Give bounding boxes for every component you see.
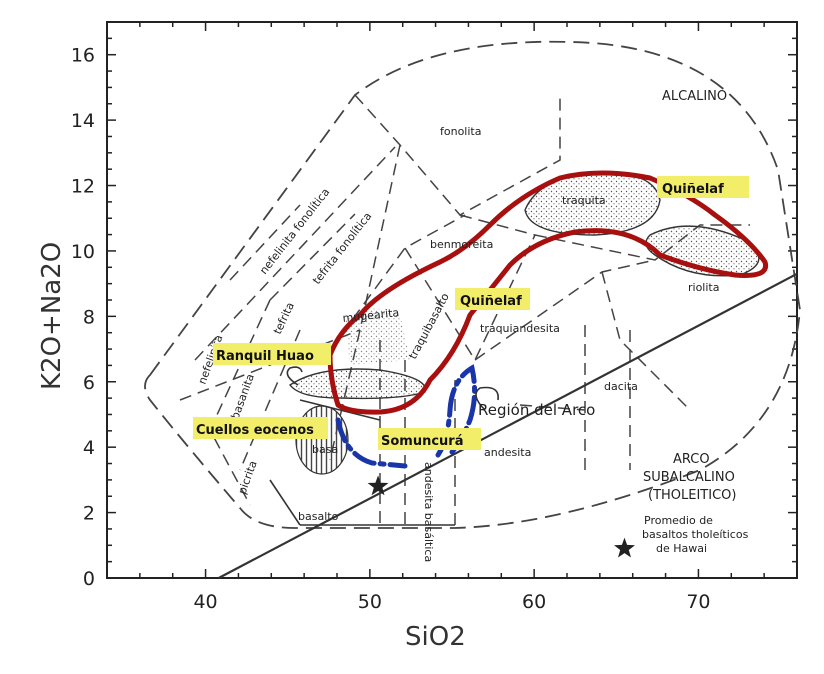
label-tefrita: tefrita: [271, 300, 297, 336]
label-dacita: dacita: [604, 380, 638, 393]
label-alcalino: ALCALINO: [662, 89, 727, 104]
label-cuellos-eocenos: Cuellos eocenos: [196, 423, 314, 438]
label-arco-1: ARCO: [673, 452, 710, 467]
label-basa: basa: [312, 443, 338, 456]
label-quinelaf-top: Quiñelaf: [662, 182, 724, 197]
star-arco-icon: [367, 475, 389, 496]
label-picrita: picrita: [236, 459, 260, 496]
label-region-arco: Región del Arco: [478, 401, 595, 419]
ranquil-domain: [288, 368, 427, 400]
highlight-labels: Quiñelaf Quiñelaf Ranquil Huao Cuellos e…: [193, 176, 749, 450]
x-axis-label: SiO2: [405, 622, 466, 652]
label-tefrita-fonolitica: tefrita fonolítica: [310, 210, 374, 287]
y-tick-label: 12: [71, 176, 95, 198]
label-promedio-3: de Hawai: [656, 542, 707, 555]
ranquil-curl: [286, 366, 303, 386]
star-markers: [367, 475, 635, 558]
y-tick-label: 8: [83, 306, 95, 328]
label-riolita: riolita: [688, 281, 719, 294]
label-traquibasalto: traquibasalto: [406, 291, 452, 362]
label-fonolita: fonolita: [440, 125, 481, 138]
label-quinelaf-mid: Quiñelaf: [460, 294, 522, 309]
label-nefelinita-fonolitica: nefelinita fonolítica: [257, 186, 332, 277]
x-tick-label: 40: [193, 591, 217, 613]
y-tick-label: 4: [83, 437, 95, 459]
label-promedio-1: Promedio de: [644, 514, 713, 527]
y-tick-label: 16: [71, 45, 95, 67]
cuellos-domain: [295, 405, 349, 475]
label-ranquil-huao: Ranquil Huao: [216, 349, 314, 364]
region-arco-curl: [475, 386, 499, 411]
outer-boundary: [144, 40, 801, 529]
y-tick-label: 14: [71, 110, 95, 132]
y-tick-label: 6: [83, 372, 95, 394]
somuncura-blue-outline: [335, 417, 408, 469]
y-tick-label: 10: [71, 241, 95, 263]
y-tick-label: 2: [83, 503, 95, 525]
x-tick-label: 70: [686, 591, 710, 613]
label-somuncura: Somuncurá: [381, 434, 464, 449]
label-mugearita: mugearita: [342, 306, 400, 325]
y-tick-label: 0: [83, 568, 95, 590]
label-traquiandesita: traquiandesita: [480, 322, 560, 335]
axis-ticks: [107, 21, 797, 579]
solid-boundaries: [269, 399, 455, 526]
x-tick-label: 50: [358, 591, 382, 613]
label-basalto: basalto: [298, 510, 339, 523]
label-benmoreita: benmoreita: [430, 238, 493, 251]
mugearita-domain: [345, 308, 410, 365]
star-hawai-icon: [614, 537, 635, 558]
region-labels: ALCALINO ARCO SUBALCALINO (THOLEITICO) R…: [478, 89, 749, 555]
label-andesita: andesita: [484, 446, 531, 459]
x-tick-label: 60: [522, 591, 546, 613]
label-arco-2: SUBALCALINO: [643, 470, 735, 485]
alkaline-subalkaline-divider: [218, 272, 798, 579]
y-axis-label: K2O+Na2O: [37, 242, 67, 390]
label-traquita: traquita: [562, 194, 606, 207]
label-arco-3: (THOLEITICO): [648, 488, 736, 503]
label-andesita-basaltica: andesita basáltica: [422, 462, 435, 562]
quinelaf-red-outline: [327, 170, 769, 415]
label-promedio-2: basaltos tholeíticos: [642, 528, 749, 541]
